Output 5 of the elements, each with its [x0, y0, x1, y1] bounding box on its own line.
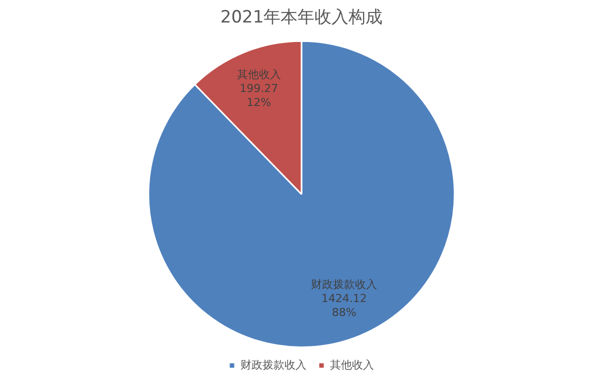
- chart-title: 2021年本年收入构成: [220, 8, 383, 28]
- legend-label: 财政拨款收入: [240, 358, 306, 372]
- data-label: 财政拨款收入 1424.12 88%: [311, 278, 378, 319]
- legend-label: 其他收入: [330, 358, 374, 372]
- data-label: 其他收入 199.27 12%: [236, 68, 281, 110]
